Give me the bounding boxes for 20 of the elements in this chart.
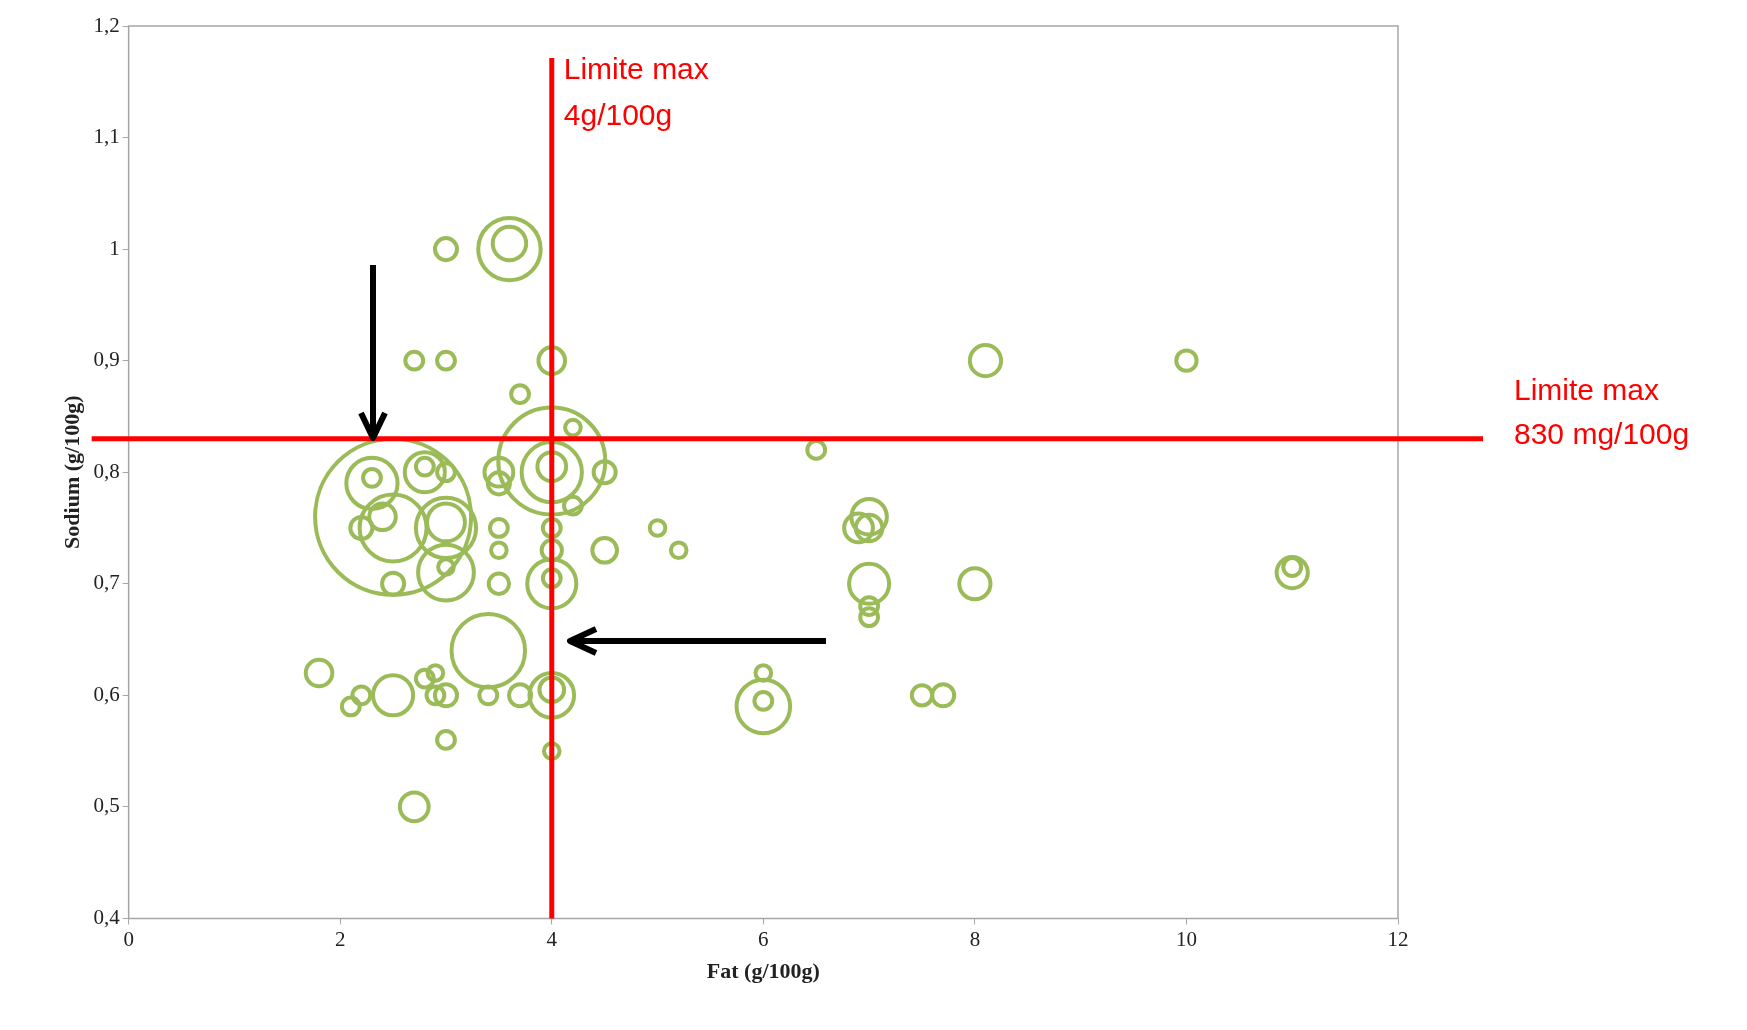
y-tick-label: 0,7 (93, 570, 120, 595)
x-tick-label: 12 (1387, 926, 1409, 951)
x-tick-label: 10 (1175, 926, 1197, 951)
y-tick-label: 1,2 (93, 12, 120, 37)
x-tick-label: 6 (758, 926, 769, 951)
ref-line-label: Limite max 830 mg/100g (1514, 373, 1690, 450)
y-axis-title: Sodium (g/100g) (58, 395, 84, 549)
x-tick-label: 0 (123, 926, 134, 951)
x-axis-title: Fat (g/100g) (706, 958, 820, 984)
y-tick-label: 0,5 (93, 793, 120, 818)
y-tick-label: 1 (109, 235, 120, 260)
x-tick-label: 4 (546, 926, 558, 951)
y-tick-label: 1,1 (93, 124, 120, 149)
x-tick-label: 2 (334, 926, 346, 951)
y-tick-label: 0,4 (93, 904, 121, 929)
y-tick-label: 0,9 (93, 347, 120, 372)
y-tick-label: 0,8 (93, 458, 120, 483)
x-tick-label: 8 (969, 926, 981, 951)
y-tick-label: 0,6 (93, 681, 120, 706)
ref-line-label: Limite max 4g/100g (563, 52, 709, 132)
